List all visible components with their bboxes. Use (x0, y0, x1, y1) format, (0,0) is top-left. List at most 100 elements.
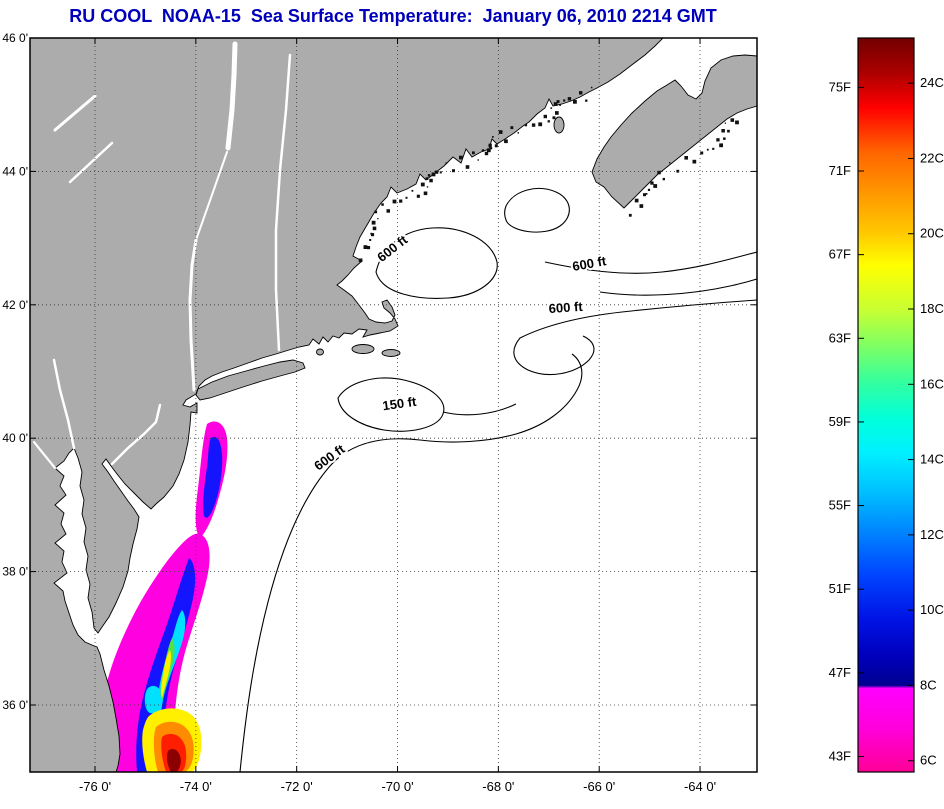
coastal-island-speckle (538, 122, 542, 126)
x-axis-tick-label: -66 0' (583, 779, 615, 794)
coastal-island-speckle (731, 118, 735, 122)
coastal-island-speckle (693, 160, 697, 164)
coastal-island-speckle (585, 100, 587, 102)
coastal-island-speckle (635, 199, 639, 203)
contour-depth-label: 600 ft (548, 299, 584, 316)
coastal-island-speckle (424, 192, 428, 196)
colorbar-celsius-label: 18C (920, 301, 944, 316)
y-axis-tick-label: 44 0' (2, 164, 28, 178)
colorbar-fahrenheit-label: 55F (829, 498, 851, 513)
coastal-island-speckle (716, 138, 719, 141)
colorbar-celsius-label: 8C (920, 677, 937, 692)
coastal-island-speckle (640, 204, 644, 208)
coastal-island-speckle (525, 124, 527, 126)
marthas-vineyard-island (352, 345, 374, 354)
coastal-island-speckle (504, 139, 508, 143)
coastal-island-speckle (371, 233, 374, 236)
coastal-island-speckle (387, 209, 391, 213)
coastal-island-speckle (393, 200, 397, 204)
colorbar-fahrenheit-label: 67F (829, 247, 851, 262)
x-axis-tick-label: -70 0' (381, 779, 413, 794)
x-axis-tick-label: -64 0' (684, 779, 716, 794)
colorbar-celsius-label: 20C (920, 226, 944, 241)
x-axis-tick-label: -72 0' (281, 779, 313, 794)
coastal-island-speckle (495, 144, 498, 147)
colorbar-fahrenheit-label: 51F (829, 581, 851, 596)
coastal-island-speckle (684, 156, 688, 160)
grand-manan-island (554, 117, 564, 133)
coastal-island-speckle (428, 174, 431, 177)
coastal-island-speckle (721, 129, 725, 133)
coastal-island-speckle (518, 132, 520, 134)
coastal-island-speckle (459, 156, 463, 160)
coastal-island-speckle (727, 130, 730, 133)
coastal-island-speckle (563, 99, 565, 101)
coastal-island-speckle (435, 171, 438, 174)
coastal-island-speckle (417, 195, 420, 198)
coastal-island-speckle (492, 136, 494, 138)
coastal-island-speckle (579, 91, 582, 94)
colorbar-fahrenheit-label: 71F (829, 163, 851, 178)
y-axis-tick-label: 38 0' (2, 565, 28, 579)
colorbar-fahrenheit-label: 59F (829, 414, 851, 429)
coastal-island-speckle (723, 137, 726, 140)
coastal-island-speckle (490, 147, 492, 149)
colorbar-celsius-label: 24C (920, 75, 944, 90)
coastal-island-speckle (591, 87, 593, 89)
coastal-island-speckle (472, 151, 475, 154)
coastal-island-speckle (429, 179, 433, 183)
coastal-island-speckle (406, 197, 408, 199)
y-axis-tick-label: 40 0' (2, 431, 28, 445)
coastal-island-speckle (643, 193, 646, 196)
colorbar-fahrenheit-label: 63F (829, 330, 851, 345)
coastal-island-speckle (445, 162, 447, 164)
coastal-island-speckle (359, 259, 363, 263)
coastal-island-speckle (432, 173, 436, 177)
coastal-island-speckle (372, 221, 376, 225)
coastal-island-speckle (399, 200, 402, 203)
coastal-island-speckle (369, 239, 371, 241)
coastal-island-speckle (553, 116, 556, 119)
coastal-island-speckle (725, 123, 726, 124)
coastal-island-speckle (548, 120, 550, 122)
coastal-island-speckle (719, 143, 723, 147)
x-axis-tick-label: -74 0' (180, 779, 212, 794)
coastal-island-speckle (440, 171, 442, 173)
coastal-island-speckle (367, 246, 370, 249)
coastal-island-speckle (646, 193, 648, 195)
coastal-island-speckle (650, 181, 653, 184)
y-axis-tick-label: 42 0' (2, 298, 28, 312)
coastal-island-speckle (532, 123, 535, 126)
block-island (317, 349, 324, 355)
coastal-island-speckle (427, 186, 428, 187)
map-plot-area: 600 ft600 ft600 ft150 ft600 ft (30, 38, 757, 772)
coastal-island-speckle (555, 111, 559, 115)
coastal-island-speckle (499, 130, 503, 134)
figure-title: RU COOL NOAA-15 Sea Surface Temperature:… (69, 6, 717, 26)
coastal-island-speckle (482, 149, 484, 151)
colorbar-celsius-label: 14C (920, 452, 944, 467)
colorbar: 75F71F67F63F59F55F51F47F43F24C22C20C18C1… (829, 38, 944, 772)
colorbar-celsius-label: 12C (920, 527, 944, 542)
x-axis-tick-label: -76 0' (79, 779, 111, 794)
colorbar-celsius-label: 6C (920, 753, 937, 768)
coastal-island-speckle (735, 121, 739, 125)
coastal-island-speckle (629, 214, 632, 217)
colorbar-fahrenheit-label: 75F (829, 79, 851, 94)
coastal-island-speckle (374, 211, 377, 214)
coastal-island-speckle (568, 97, 571, 100)
coastal-island-speckle (426, 177, 429, 180)
y-axis-tick-label: 36 0' (2, 698, 28, 712)
colorbar-celsius-label: 16C (920, 376, 944, 391)
y-axis-tick-label: 46 0' (2, 31, 28, 45)
coastal-island-speckle (381, 203, 384, 206)
coastal-island-speckle (657, 171, 661, 175)
coastal-island-speckle (485, 152, 488, 155)
colorbar-gradient (858, 38, 914, 772)
coastal-island-speckle (377, 218, 378, 219)
colorbar-fahrenheit-label: 47F (829, 665, 851, 680)
coastal-island-speckle (364, 245, 368, 249)
coastal-island-speckle (648, 189, 650, 191)
coastal-island-speckle (421, 183, 425, 187)
coastal-island-speckle (510, 126, 513, 129)
